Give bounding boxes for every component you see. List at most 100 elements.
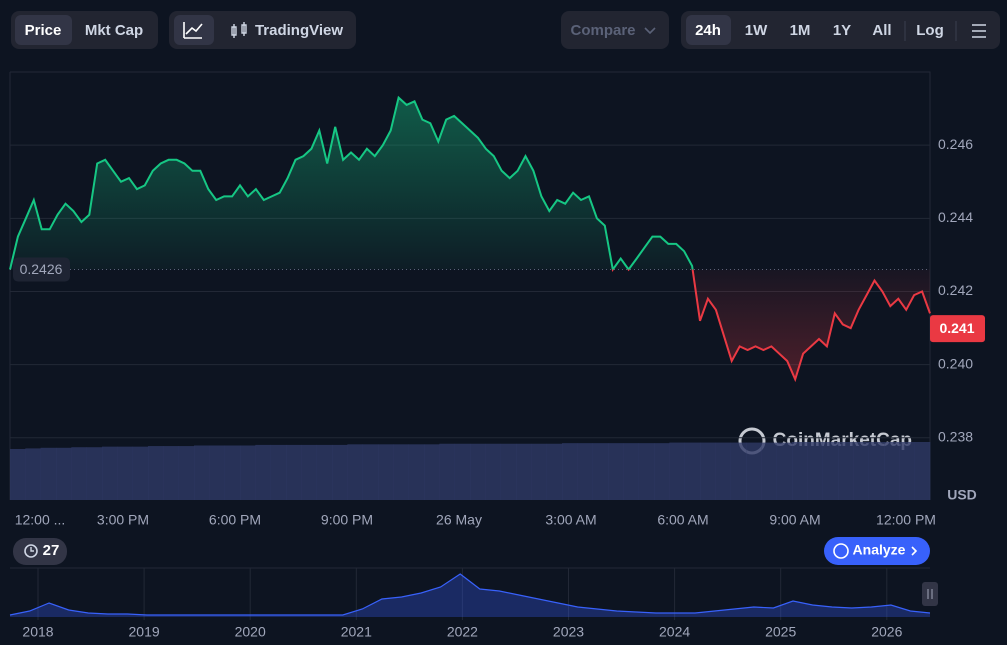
x-tick-label: 3:00 AM [545,512,596,528]
volume-bar [56,447,72,500]
y-tick-label: 0.244 [938,209,973,225]
compare-box[interactable] [561,11,669,49]
volume-bar [470,443,486,500]
y-unit: USD [947,487,977,503]
volume-bar [40,447,57,500]
volume-bar [224,445,241,500]
analyze-chevron [911,546,918,556]
volume-bar [209,445,225,500]
volume-bar [684,442,701,500]
volume-bar [730,442,747,500]
volume-bar [408,444,425,500]
y-tick-label: 0.240 [938,355,973,371]
volume-bar [25,448,41,500]
volume-bar [669,442,685,500]
range-label[interactable]: 1Y [833,22,851,39]
log-label[interactable]: Log [916,22,944,39]
line-icon [183,22,203,39]
volume-bar [347,444,363,500]
y-tick-label: 0.238 [938,429,973,445]
history-count: 27 [43,542,60,559]
range-label[interactable]: 1M [790,22,811,39]
price-label: Price [25,22,62,39]
price-button[interactable] [15,15,72,45]
volume-bar [117,446,133,500]
volume-bar [240,445,256,500]
volume-bar [10,448,26,500]
volume-bar [914,442,931,500]
volume-bar [378,444,394,500]
volume-bar [332,444,348,500]
x-tick-label: 9:00 PM [321,512,373,528]
volume-bar [562,443,578,500]
range-label[interactable]: 24h [695,22,721,39]
year-label: 2024 [659,624,690,640]
range-active [686,15,731,45]
clock-icon [24,544,38,558]
baseline-label: 0.2426 [20,261,63,277]
range-label[interactable]: 1W [745,22,768,39]
volume-bar [485,443,501,500]
volume-bar [608,443,624,500]
volume-bar [776,442,793,500]
chevron [644,27,656,35]
volume-bar [868,442,885,500]
analyze-icon [833,543,849,559]
price-area [10,97,930,380]
volume-bar [700,442,716,500]
year-label: 2020 [235,624,266,640]
volume-bar [546,443,563,500]
range-group [681,11,1000,49]
volume-bar [500,443,517,500]
volume-bar [577,443,593,500]
volume-bar [316,444,333,500]
x-tick-label: 6:00 AM [657,512,708,528]
volume-bar [715,442,731,500]
volume-bar [163,446,179,500]
range-label[interactable]: All [872,22,891,39]
volume-bar [286,444,302,500]
volume-bar [194,445,210,500]
clock-hand [30,547,34,552]
history-badge[interactable] [13,538,67,565]
year-label: 2023 [553,624,584,640]
mkt-cap-label[interactable]: Mkt Cap [85,22,143,39]
plot-frame [9,71,931,500]
volume-bar [623,443,639,500]
volume-bar [454,443,471,500]
candle-icon [231,22,247,38]
settings-icon[interactable] [972,24,986,38]
year-label: 2025 [765,624,796,640]
tradingview-label[interactable]: TradingView [255,22,343,39]
volume-bar [86,447,103,500]
last-price-label: 0.241 [939,320,974,336]
volume-bar [638,443,655,500]
navigator-handle[interactable] [922,582,938,606]
volume-bar [899,442,915,500]
volume-bar [393,444,409,500]
handle-grip [927,589,933,599]
y-tick-label: 0.246 [938,136,973,152]
analyze-button[interactable] [824,537,930,565]
x-tick-label: 3:00 PM [97,512,149,528]
x-tick-label: 9:00 AM [769,512,820,528]
ranges: 24h 1W 1M 1Y All [695,22,892,39]
year-label: 2018 [22,624,53,640]
year-label: 2022 [447,624,478,640]
x-tick-label: 12:00 ... [15,512,66,528]
x-tick-label: 12:00 PM [876,512,936,528]
volume-bar [592,443,609,500]
volume-bar [654,443,670,500]
year-label: 2019 [129,624,160,640]
volume-bar [132,446,149,500]
volume-bar [838,442,854,500]
volume-bar [853,442,869,500]
overview-line [9,573,931,616]
volume-bar [884,442,900,500]
volume-bar [531,443,547,500]
volume-bar [71,447,87,500]
price-line [9,95,931,383]
volume-bar [270,444,287,500]
baseline-badge [13,257,70,282]
volume-bar [439,443,455,500]
